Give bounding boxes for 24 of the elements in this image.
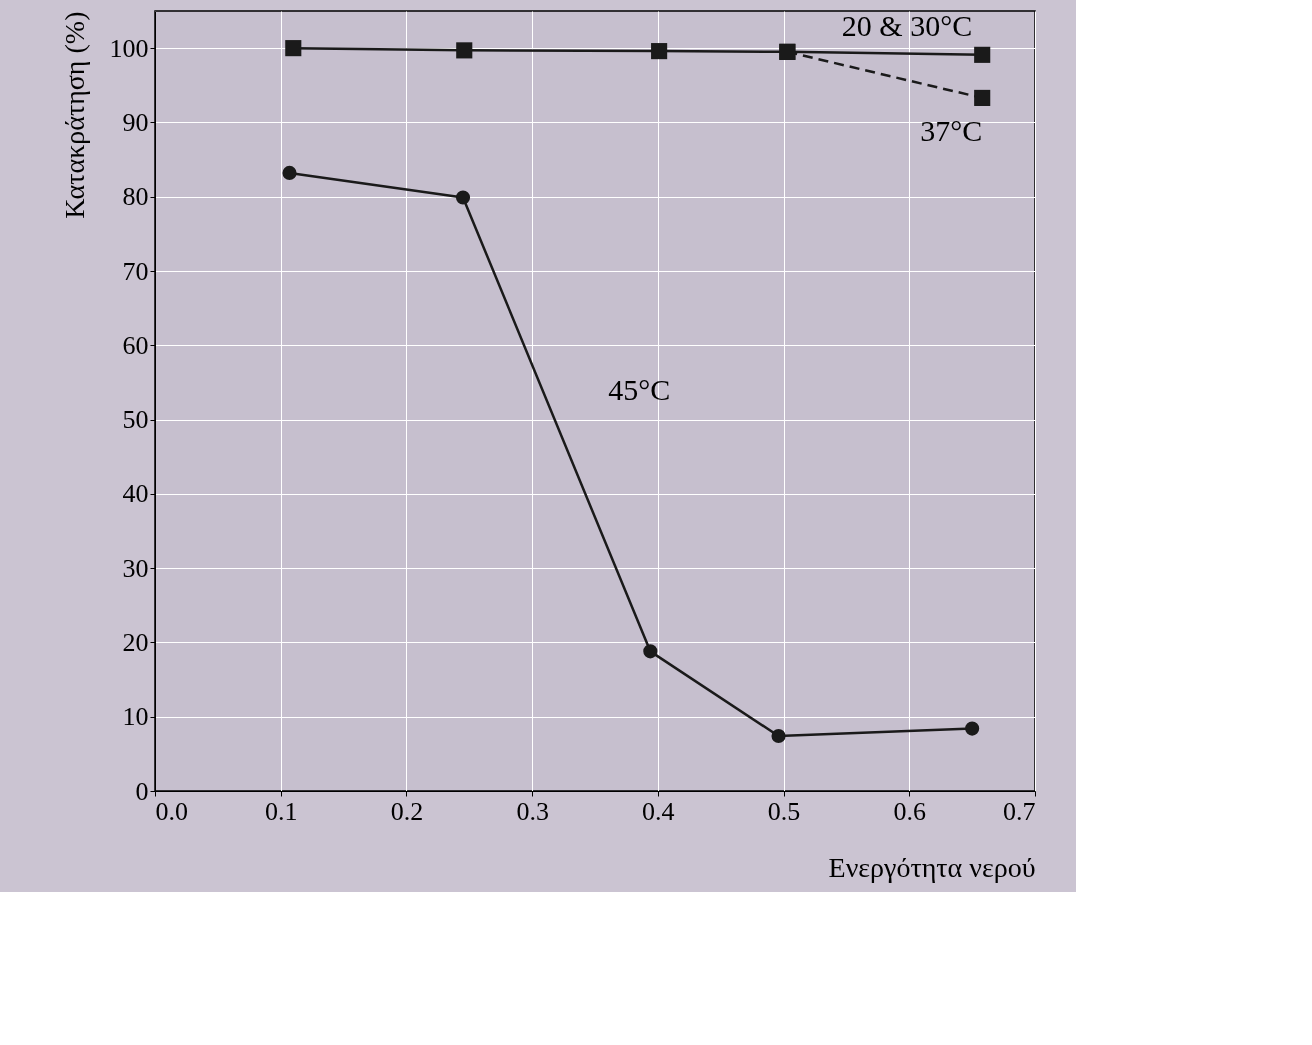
y-tick-label: 0: [135, 776, 149, 806]
x-tick-label: 0.3: [516, 796, 549, 826]
y-tick-label: 40: [122, 479, 149, 509]
y-tick-label: 20: [122, 627, 149, 657]
series-label: 45°C: [608, 373, 671, 407]
y-tick-label: 90: [122, 107, 149, 137]
y-tick-label: 100: [109, 33, 149, 63]
x-axis-title: Ενεργότητα νερού: [828, 851, 1036, 883]
x-tick-label: 0.5: [767, 796, 801, 826]
x-tick-label: 0.1: [264, 796, 298, 826]
y-tick-label: 60: [122, 330, 149, 360]
y-tick-label: 10: [122, 702, 149, 732]
y-tick-label: 80: [122, 182, 149, 212]
y-axis-title: Κατακράτηση (%): [58, 11, 90, 219]
x-tick-label: 0.7: [1003, 796, 1036, 826]
x-tick-label: 0.4: [642, 796, 675, 826]
series-label: 20 & 30°C: [841, 8, 973, 42]
y-tick-label: 70: [122, 256, 149, 286]
y-tick-label: 30: [122, 553, 149, 583]
x-tick-label: 0.6: [893, 796, 927, 826]
x-tick-label: 0.2: [390, 796, 424, 826]
x-tick-label: 0.0: [155, 796, 188, 826]
y-tick-label: 50: [122, 405, 149, 435]
series-label: 37°C: [920, 113, 983, 147]
